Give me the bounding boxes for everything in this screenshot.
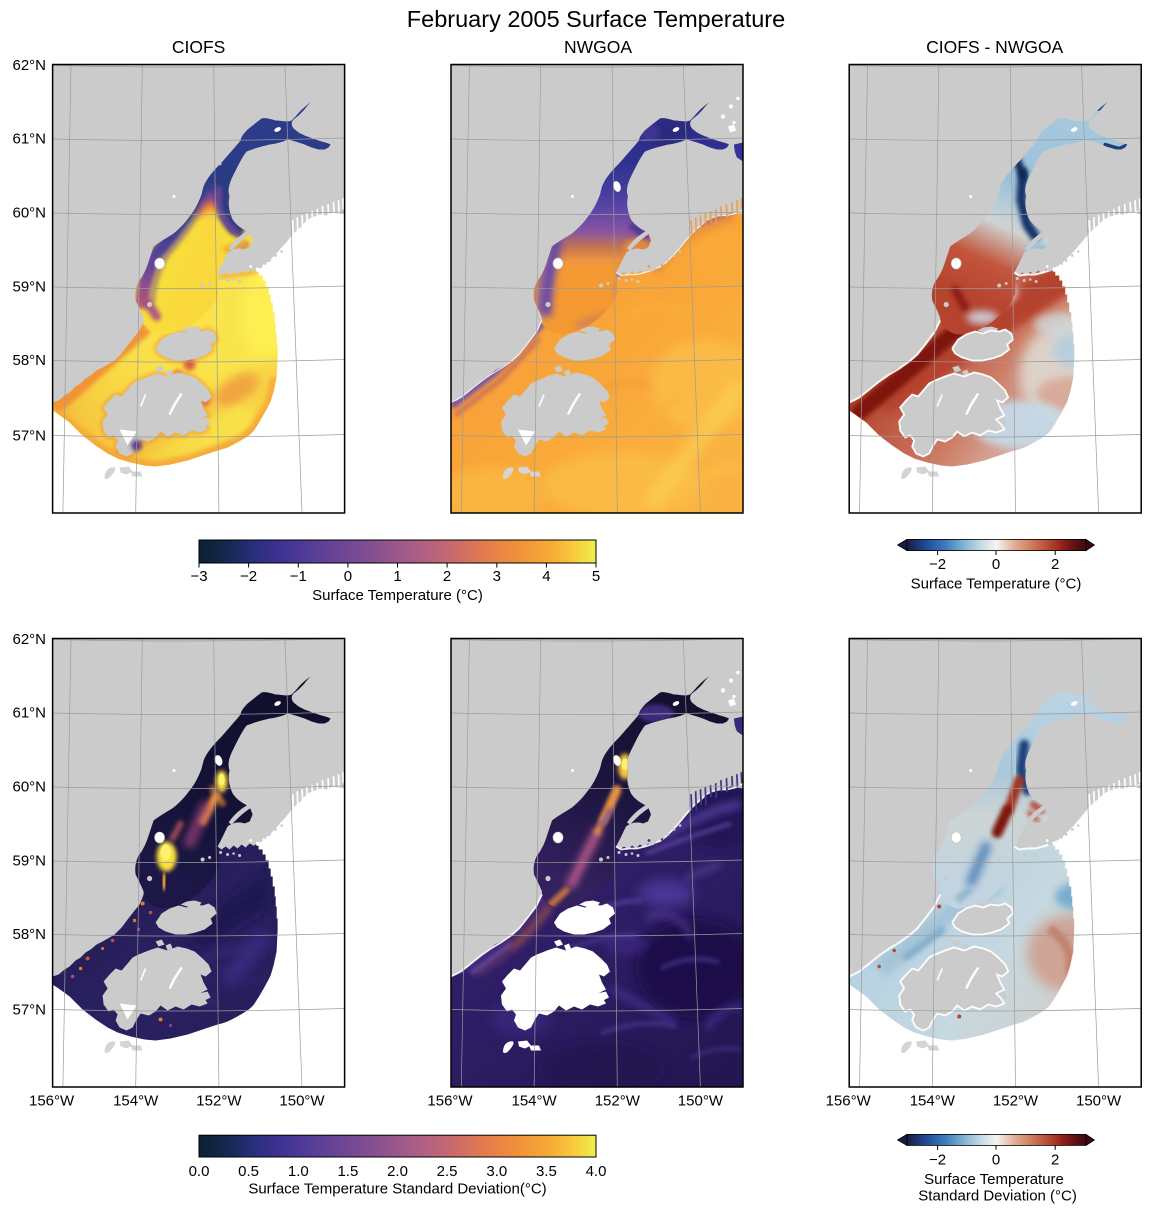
svg-text:59°N: 59°N (12, 853, 46, 870)
svg-text:156°W: 156°W (427, 1093, 473, 1110)
svg-text:62°N: 62°N (12, 57, 46, 74)
svg-text:60°N: 60°N (12, 205, 46, 222)
svg-text:February 2005 Surface Temperat: February 2005 Surface Temperature (407, 6, 785, 32)
svg-text:0: 0 (344, 568, 352, 585)
svg-text:0: 0 (992, 1152, 1000, 1169)
svg-text:59°N: 59°N (12, 279, 46, 296)
svg-text:150°W: 150°W (678, 1093, 724, 1110)
svg-text:61°N: 61°N (12, 705, 46, 722)
svg-text:Standard Deviation (°C): Standard Deviation (°C) (918, 1188, 1077, 1205)
svg-text:152°W: 152°W (595, 1093, 641, 1110)
svg-text:0: 0 (992, 556, 1000, 573)
svg-text:Surface Temperature Standard D: Surface Temperature Standard Deviation(°… (248, 1181, 546, 1198)
svg-text:2.5: 2.5 (437, 1163, 458, 1180)
svg-text:1.5: 1.5 (337, 1163, 358, 1180)
svg-text:154°W: 154°W (113, 1093, 159, 1110)
svg-text:58°N: 58°N (12, 352, 46, 369)
svg-text:156°W: 156°W (29, 1093, 75, 1110)
svg-text:61°N: 61°N (12, 131, 46, 148)
svg-text:−3: −3 (190, 568, 207, 585)
svg-text:NWGOA: NWGOA (564, 37, 632, 57)
svg-text:Surface Temperature: Surface Temperature (924, 1171, 1064, 1188)
svg-text:4.0: 4.0 (586, 1163, 607, 1180)
svg-text:1.0: 1.0 (288, 1163, 309, 1180)
svg-text:2.0: 2.0 (387, 1163, 408, 1180)
svg-text:CIOFS: CIOFS (172, 37, 225, 57)
svg-text:1: 1 (393, 568, 401, 585)
svg-text:57°N: 57°N (12, 428, 46, 445)
svg-text:57°N: 57°N (12, 1002, 46, 1019)
svg-text:−2: −2 (929, 1152, 946, 1169)
svg-text:−1: −1 (290, 568, 307, 585)
svg-text:154°W: 154°W (910, 1093, 956, 1110)
svg-text:60°N: 60°N (12, 779, 46, 796)
svg-text:3: 3 (493, 568, 501, 585)
svg-text:Surface Temperature (°C): Surface Temperature (°C) (911, 576, 1082, 593)
svg-text:154°W: 154°W (512, 1093, 558, 1110)
svg-text:CIOFS - NWGOA: CIOFS - NWGOA (926, 37, 1063, 57)
svg-text:152°W: 152°W (196, 1093, 242, 1110)
svg-text:2: 2 (1051, 556, 1059, 573)
svg-text:156°W: 156°W (826, 1093, 872, 1110)
svg-text:0.5: 0.5 (238, 1163, 259, 1180)
svg-text:2: 2 (1051, 1152, 1059, 1169)
svg-text:−2: −2 (929, 556, 946, 573)
svg-text:62°N: 62°N (12, 631, 46, 648)
svg-text:−2: −2 (240, 568, 257, 585)
svg-text:4: 4 (542, 568, 550, 585)
svg-text:150°W: 150°W (1076, 1093, 1122, 1110)
svg-text:2: 2 (443, 568, 451, 585)
svg-text:3.0: 3.0 (486, 1163, 507, 1180)
svg-text:150°W: 150°W (279, 1093, 325, 1110)
svg-text:Surface Temperature (°C): Surface Temperature (°C) (312, 587, 483, 604)
svg-text:58°N: 58°N (12, 926, 46, 943)
svg-text:5: 5 (592, 568, 600, 585)
svg-text:3.5: 3.5 (536, 1163, 557, 1180)
svg-text:152°W: 152°W (993, 1093, 1039, 1110)
svg-text:0.0: 0.0 (189, 1163, 210, 1180)
